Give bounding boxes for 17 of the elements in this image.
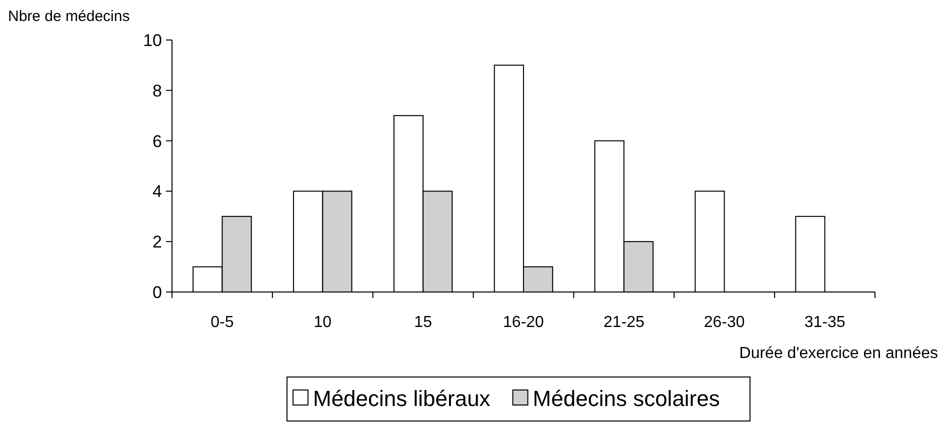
y-axis-title: Nbre de médecins — [8, 8, 130, 25]
y-tick-label: 2 — [152, 232, 162, 252]
x-tick-label: 10 — [314, 314, 332, 331]
x-tick-label: 0-5 — [210, 314, 234, 331]
x-axis-title: Durée d'exercice en années — [739, 345, 938, 362]
x-tick-label: 26-30 — [704, 314, 745, 331]
y-tick-label: 4 — [152, 182, 162, 202]
x-tick-label: 16-20 — [503, 314, 544, 331]
y-tick-label: 6 — [152, 132, 162, 151]
x-tick-label: 15 — [414, 314, 432, 331]
y-tick-label: 8 — [152, 81, 162, 100]
y-tick-label: 10 — [143, 30, 162, 50]
legend-label: Médecins libéraux — [313, 386, 490, 411]
legend-label: Médecins scolaires — [532, 386, 720, 411]
x-tick-label: 31-35 — [804, 314, 846, 331]
y-tick-label: 0 — [152, 282, 162, 302]
x-tick-label: 21-25 — [603, 314, 644, 331]
